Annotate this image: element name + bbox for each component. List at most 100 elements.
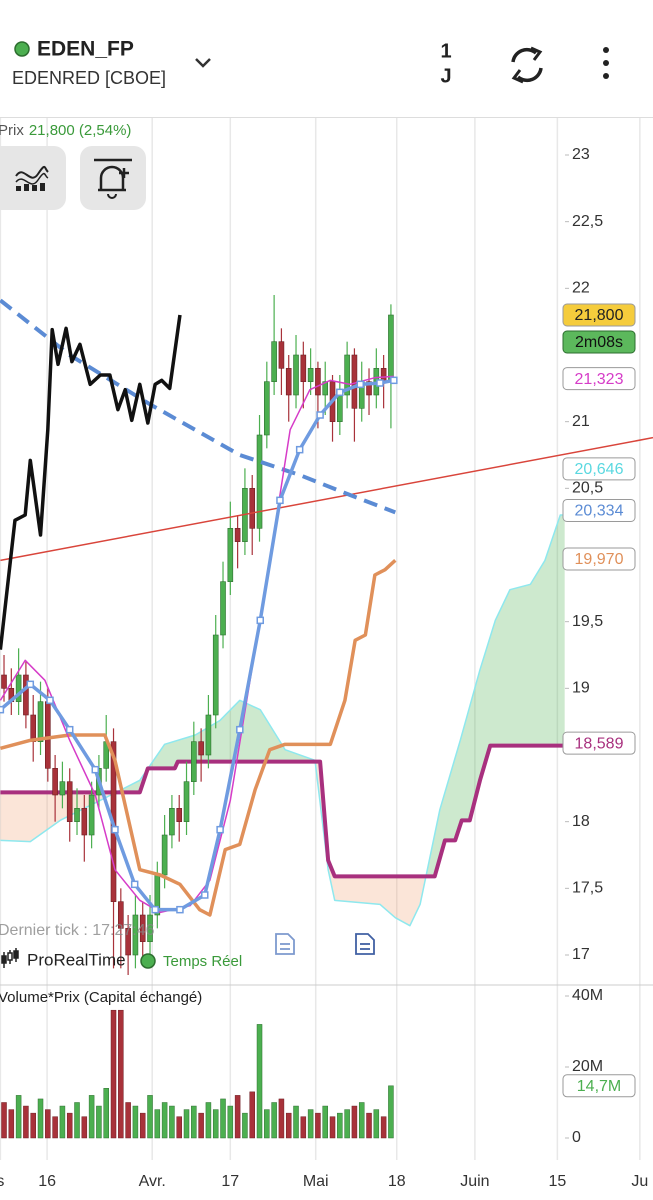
refresh-button[interactable] bbox=[511, 46, 543, 84]
instrument-name: EDENRED [CBOE] bbox=[12, 68, 166, 88]
period-unit[interactable]: J bbox=[440, 65, 451, 87]
volume-bar bbox=[66, 1112, 73, 1139]
axes: s 16 Avr. 17 Mai 18 Juin 15 Ju 23 22,5 22 21 20,5 19,5… bbox=[0, 146, 648, 1190]
volume-bar bbox=[307, 1109, 314, 1139]
line-marker bbox=[376, 379, 384, 387]
price-badge bbox=[562, 303, 636, 327]
candle-body bbox=[125, 928, 131, 956]
volume-bar bbox=[293, 1105, 299, 1139]
source-icon bbox=[1, 948, 19, 968]
indicator-line bbox=[0, 314, 182, 650]
volume-bar bbox=[59, 1105, 66, 1139]
candle-body bbox=[45, 701, 51, 769]
candle-body bbox=[139, 914, 146, 942]
alert-button[interactable] bbox=[80, 146, 146, 210]
countdown: 2m08s bbox=[575, 334, 623, 351]
volume-bar bbox=[88, 1095, 95, 1139]
header bbox=[0, 0, 653, 117]
y-tick-label: 20,5 bbox=[572, 480, 603, 497]
candle-body bbox=[183, 781, 190, 822]
y-tick-label: 17 bbox=[572, 946, 590, 963]
line-marker bbox=[216, 825, 224, 834]
volume-bar bbox=[74, 1102, 80, 1139]
candle-body bbox=[293, 354, 299, 396]
indicator-button[interactable] bbox=[0, 146, 66, 210]
feed-dot bbox=[140, 953, 156, 969]
volume-bar bbox=[358, 1102, 365, 1139]
volume-bar bbox=[183, 1109, 190, 1139]
volume-bar bbox=[373, 1109, 380, 1139]
candle-body bbox=[366, 381, 372, 396]
candle-body bbox=[322, 381, 329, 396]
price-change: 21,800 (2,54%) bbox=[29, 122, 132, 139]
volume-bar bbox=[388, 1085, 394, 1139]
price-badge-label: 20,646 bbox=[575, 461, 624, 478]
candle-body bbox=[220, 581, 226, 636]
source: ProRealTime bbox=[27, 950, 126, 969]
price-badge bbox=[562, 457, 636, 481]
volume-bar bbox=[118, 1009, 124, 1139]
y-tick-label: 40M bbox=[572, 987, 603, 1004]
price-badge-label: 20,334 bbox=[575, 503, 624, 520]
volume-bar bbox=[344, 1109, 350, 1139]
line-marker bbox=[236, 725, 244, 734]
volume-bar bbox=[23, 1105, 29, 1139]
volume-bar bbox=[278, 1098, 285, 1139]
last-tick: Dernier tick : 17:27:46 bbox=[0, 922, 155, 939]
candle-body bbox=[344, 354, 350, 396]
price-badge bbox=[562, 731, 636, 755]
y-tick-label: 21 bbox=[572, 413, 590, 430]
candle-body bbox=[264, 381, 270, 436]
candle-body bbox=[256, 434, 263, 529]
price-badge bbox=[562, 498, 636, 522]
volume-bar bbox=[154, 1109, 161, 1139]
price-line: Prix 21,800 (2,54%) bbox=[0, 122, 131, 139]
volume-bar bbox=[337, 1112, 343, 1139]
y-tick-label: 22 bbox=[572, 280, 590, 297]
candle-body bbox=[388, 314, 394, 382]
line-marker bbox=[390, 376, 398, 385]
x-tick-label: 16 bbox=[38, 1173, 56, 1190]
indicator-line bbox=[0, 559, 397, 917]
candle-body bbox=[307, 368, 314, 382]
price-badge-label: 14,7M bbox=[577, 1078, 621, 1095]
candle-body bbox=[161, 834, 168, 876]
candle-body bbox=[118, 901, 124, 929]
candle-body bbox=[30, 714, 37, 742]
volume-bar bbox=[198, 1112, 204, 1139]
volume-bar bbox=[52, 1116, 58, 1139]
volume-bar bbox=[205, 1102, 212, 1139]
volume-bar bbox=[322, 1105, 328, 1139]
volume-panel bbox=[1, 1009, 394, 1139]
candle-body bbox=[74, 808, 80, 822]
volume-bar bbox=[30, 1112, 36, 1139]
candle-body bbox=[191, 741, 197, 782]
volume-bar bbox=[329, 1116, 336, 1139]
volume-bar bbox=[161, 1102, 168, 1139]
volume-bar bbox=[220, 1098, 226, 1139]
cloud-fill bbox=[425, 515, 565, 877]
volume-bar bbox=[81, 1116, 88, 1139]
indicator-line bbox=[0, 378, 395, 912]
candle-body bbox=[15, 674, 22, 702]
cloud-fill bbox=[0, 792, 117, 842]
price-panel bbox=[0, 295, 653, 975]
y-tick-label: 18 bbox=[572, 813, 590, 830]
price-badge-label: 21,323 bbox=[575, 371, 624, 388]
candle-body bbox=[169, 808, 175, 836]
line-marker bbox=[91, 765, 100, 774]
period[interactable]: 1 bbox=[440, 40, 451, 62]
candle-body bbox=[66, 781, 73, 822]
volume-bar bbox=[351, 1105, 358, 1139]
line-marker bbox=[336, 388, 344, 397]
x-tick-label: Mai bbox=[303, 1173, 329, 1190]
volume-bar bbox=[285, 1112, 292, 1139]
volume-bar bbox=[366, 1112, 372, 1139]
volume-bar bbox=[37, 1098, 44, 1139]
menu-button[interactable] bbox=[603, 47, 609, 79]
volume-bar bbox=[139, 1112, 146, 1139]
chevron[interactable] bbox=[195, 58, 211, 68]
y-tick-label: 19 bbox=[572, 680, 590, 697]
line-marker bbox=[201, 891, 209, 899]
y-tick-label: 17,5 bbox=[572, 880, 603, 897]
